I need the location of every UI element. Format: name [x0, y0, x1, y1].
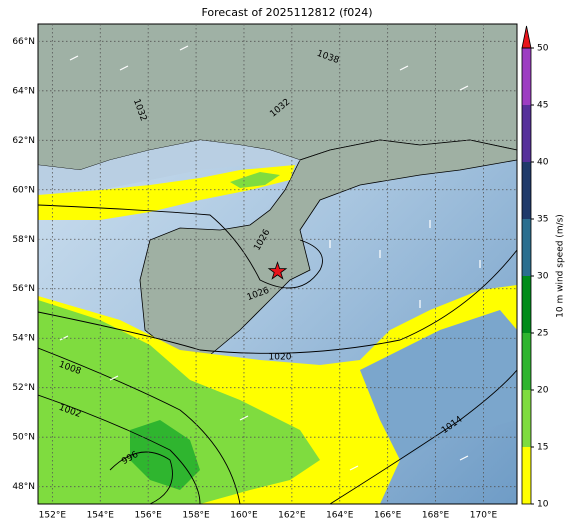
colorbar-label: 10 m wind speed (m/s): [556, 214, 566, 318]
colorbar-bin: [522, 162, 531, 219]
colorbar-bin: [522, 390, 531, 447]
lat-tick-label: 52°N: [12, 383, 35, 393]
title: Forecast of 2025112812 (f024): [201, 6, 372, 19]
colorbar-bin: [522, 447, 531, 504]
lat-tick-label: 50°N: [12, 433, 35, 443]
lon-tick-label: 156°E: [134, 511, 162, 521]
lon-tick-label: 154°E: [87, 511, 115, 521]
wind-barbs: [59, 45, 481, 471]
lat-tick-label: 64°N: [12, 86, 35, 96]
lon-tick-label: 158°E: [182, 511, 210, 521]
colorbar-extend: [521, 25, 532, 49]
lon-tick-label: 152°E: [39, 511, 67, 521]
wind-yellow-north: [38, 165, 295, 220]
wind-green-south: [38, 300, 320, 504]
calm-sea: [360, 310, 517, 460]
colorbar-bin: [522, 333, 531, 390]
colorbar-tick-label: 40: [537, 158, 549, 168]
map-frame: [37, 23, 518, 505]
storm-marker: [267, 261, 288, 280]
wind-green-north: [230, 172, 280, 188]
colorbar-tick-label: 45: [537, 101, 548, 111]
lat-tick-label: 62°N: [12, 136, 35, 146]
lon-tick-label: 164°E: [326, 511, 354, 521]
colorbar-tick-label: 10: [537, 500, 549, 510]
colorbar-tick-label: 35: [537, 215, 548, 225]
lon-tick-label: 160°E: [230, 511, 258, 521]
isobars: [38, 204, 517, 504]
colorbar-tick-label: 50: [537, 44, 549, 54]
colorbar-tick-label: 15: [537, 443, 548, 453]
colorbar-bin: [522, 219, 531, 276]
colorbar-tick-label: 30: [537, 272, 549, 282]
lat-tick-label: 60°N: [12, 185, 35, 195]
colorbar-bin: [522, 105, 531, 162]
colorbar-tick-label: 25: [537, 329, 548, 339]
lat-tick-label: 48°N: [12, 482, 35, 492]
colorbar-tick-label: 20: [537, 386, 549, 396]
lon-tick-label: 162°E: [278, 511, 306, 521]
lat-tick-label: 54°N: [12, 334, 35, 344]
lon-tick-label: 168°E: [422, 511, 450, 521]
bay: [38, 140, 300, 195]
colorbar-bin: [522, 48, 531, 105]
peninsula-land: [139, 139, 517, 356]
lon-tick-label: 166°E: [374, 511, 402, 521]
colorbar-bin: [522, 276, 531, 333]
lat-tick-label: 66°N: [12, 37, 35, 47]
lon-tick-label: 170°E: [470, 511, 498, 521]
lat-tick-label: 56°N: [12, 284, 35, 294]
lat-tick-label: 58°N: [12, 235, 35, 245]
contour-label: 1020: [269, 353, 292, 363]
